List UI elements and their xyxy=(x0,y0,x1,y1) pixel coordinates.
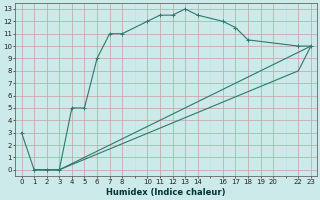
X-axis label: Humidex (Indice chaleur): Humidex (Indice chaleur) xyxy=(107,188,226,197)
